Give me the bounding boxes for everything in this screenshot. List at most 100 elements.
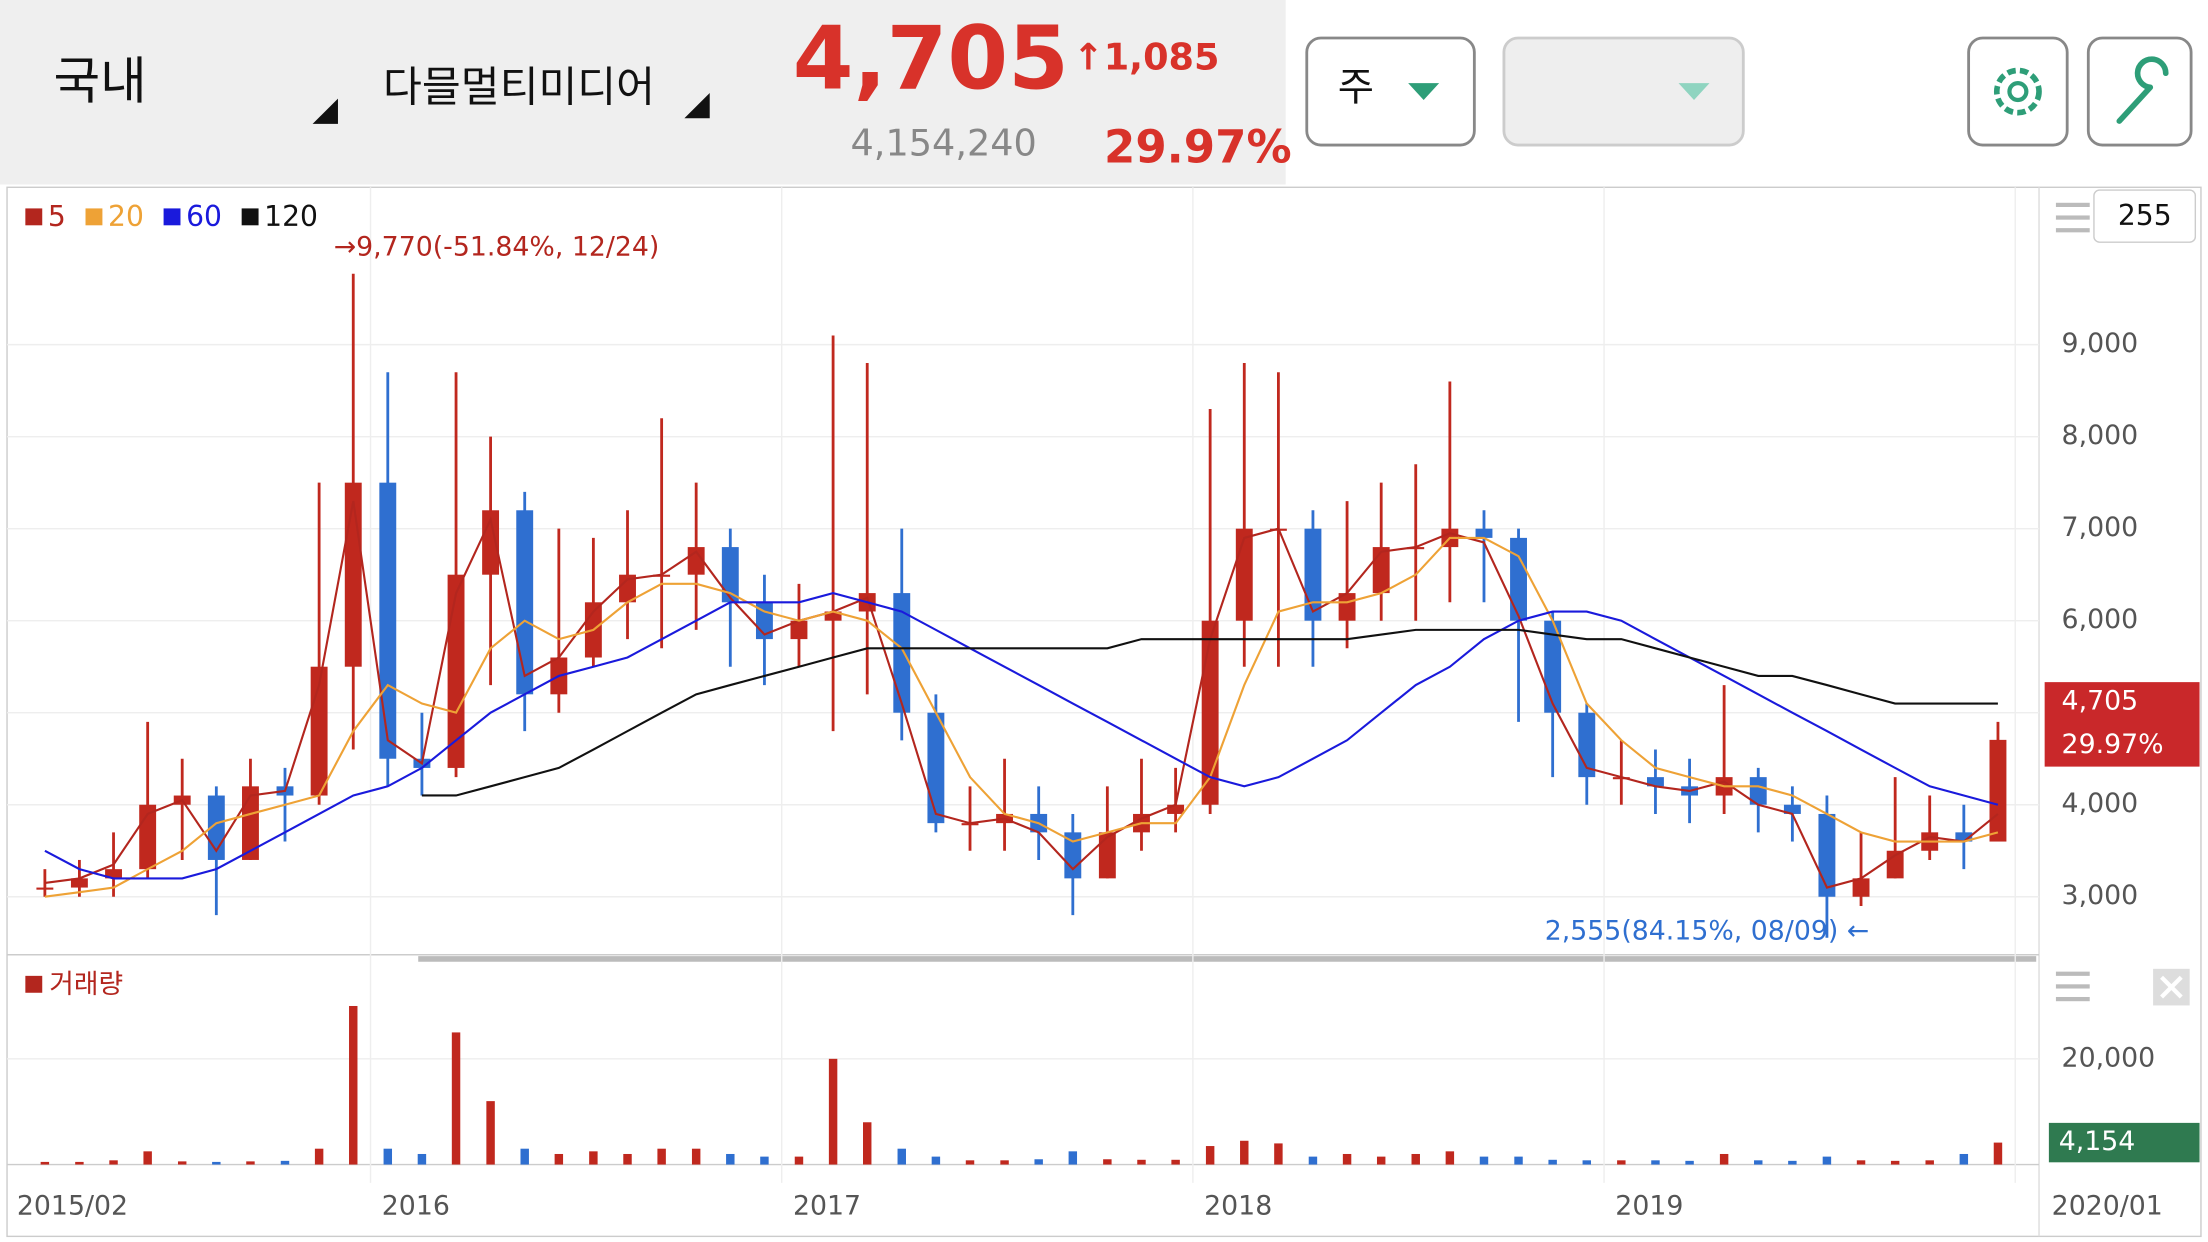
candle-body [1783,804,1801,814]
volume-bar [794,1156,804,1165]
volume-bar [451,1032,461,1165]
candle-body [893,593,911,713]
market[interactable]: 국내 [54,51,147,110]
volume-bar [1617,1160,1626,1165]
dropdown-corner [684,92,710,119]
price-tag-label: 4,705 [2062,685,2139,716]
volume-bar [1856,1160,1866,1165]
volume-bar [1719,1153,1729,1165]
volume-bar [1754,1160,1763,1165]
annotation: →9,770(-51.84%, 12/24) [334,231,660,262]
volume-bar [1240,1140,1249,1165]
volume-bar [280,1160,290,1165]
volume-bar [486,1101,495,1165]
gear-icon [2007,80,2029,103]
candle-body [1818,813,1836,897]
x-tick-label: 2018 [1204,1190,1272,1221]
volume-title: 거래량 [49,969,123,1000]
volume-bar [1376,1156,1386,1165]
y-tick-label: 6,000 [2062,604,2139,635]
annotation: 2,555(84.15%, 08/09) ← [1545,916,1869,947]
volume-bar [1479,1156,1489,1165]
volume-bar [1651,1160,1660,1165]
legend-label: 5 [48,200,66,233]
candle-body [70,878,88,888]
volume-bar [383,1148,393,1165]
legend-label: 60 [186,200,222,233]
volume-bar [40,1161,50,1165]
volume-bar [1171,1159,1180,1165]
volume-bar [417,1153,427,1165]
candle-body [105,869,122,879]
volume-bar [1925,1160,1934,1165]
candle-body [824,611,842,621]
candle-body [1098,832,1116,879]
close-icon [2160,975,2183,999]
volume-bar [1514,1156,1523,1165]
candle-body [379,482,397,759]
rate: 29.97% [1104,121,1292,174]
tool-button[interactable] [2086,36,2193,147]
legend-label: 120 [264,200,318,233]
volume-bar [760,1156,769,1165]
volume-bar [965,1160,975,1165]
empty-select[interactable] [1502,36,1745,147]
stock-name[interactable]: 다믈멀티미디어 [383,63,655,112]
candle-body [1235,528,1253,621]
volume-bar [863,1122,872,1165]
candle-body [1852,878,1870,897]
volume-bar [143,1151,152,1165]
volume-bar [212,1161,221,1165]
volume-bar [1822,1156,1832,1165]
y-tick-label: 4,000 [2062,788,2139,819]
volume-bar [554,1153,564,1165]
input-box[interactable] [2093,189,2197,243]
legend-swatch [25,208,43,226]
input-value: 255 [2118,199,2172,232]
x-tick-label: 2017 [793,1190,861,1221]
x-tick-label: 2015/02 [17,1190,128,1221]
wrench-icon [2116,56,2169,124]
x-tick-label: 2016 [382,1190,450,1221]
volume-bar [1890,1160,1900,1165]
candle-body [344,482,362,667]
y-tick-label: 7,000 [2062,512,2139,543]
settings-button[interactable] [1967,36,2069,147]
candle-body [36,887,54,890]
x-tick-label: 2019 [1615,1190,1683,1221]
period-select[interactable] [1305,36,1476,147]
candle-body [1338,593,1356,621]
menu-icon[interactable] [2055,971,2090,1002]
legend-label: 20 [108,200,144,233]
header-bg [0,0,1286,185]
candle-body [1749,777,1767,805]
candle-body [1647,777,1664,787]
candle-body [790,620,808,640]
period: 주 [1338,65,1374,111]
candle-body [1372,547,1390,594]
volume-bar [1445,1151,1455,1165]
y-tick-label: 9,000 [2062,328,2139,359]
ma-line [44,592,1999,880]
price-tag-rate: 29.97% [2062,729,2164,760]
chart-panel [6,186,2202,1238]
x-tick-label: 2020/01 [2052,1190,2163,1221]
legend-swatch [25,975,43,993]
menu-icon[interactable] [2055,202,2090,233]
volume-bar [1274,1143,1283,1165]
y-tick-label: 8,000 [2062,420,2139,451]
volume-tag-label: 4,154 [2059,1126,2136,1157]
candle-body [1064,832,1082,879]
volume-bar [726,1153,735,1165]
volume-bar [349,1005,358,1165]
volume-bar [1205,1146,1215,1165]
volume-bar [109,1160,118,1165]
volume-tag [2048,1122,2200,1163]
candle-body [721,547,739,603]
candle-body [1544,620,1562,713]
legend-swatch [85,208,103,226]
price-tag [2044,682,2200,767]
volume-bar [246,1161,255,1165]
